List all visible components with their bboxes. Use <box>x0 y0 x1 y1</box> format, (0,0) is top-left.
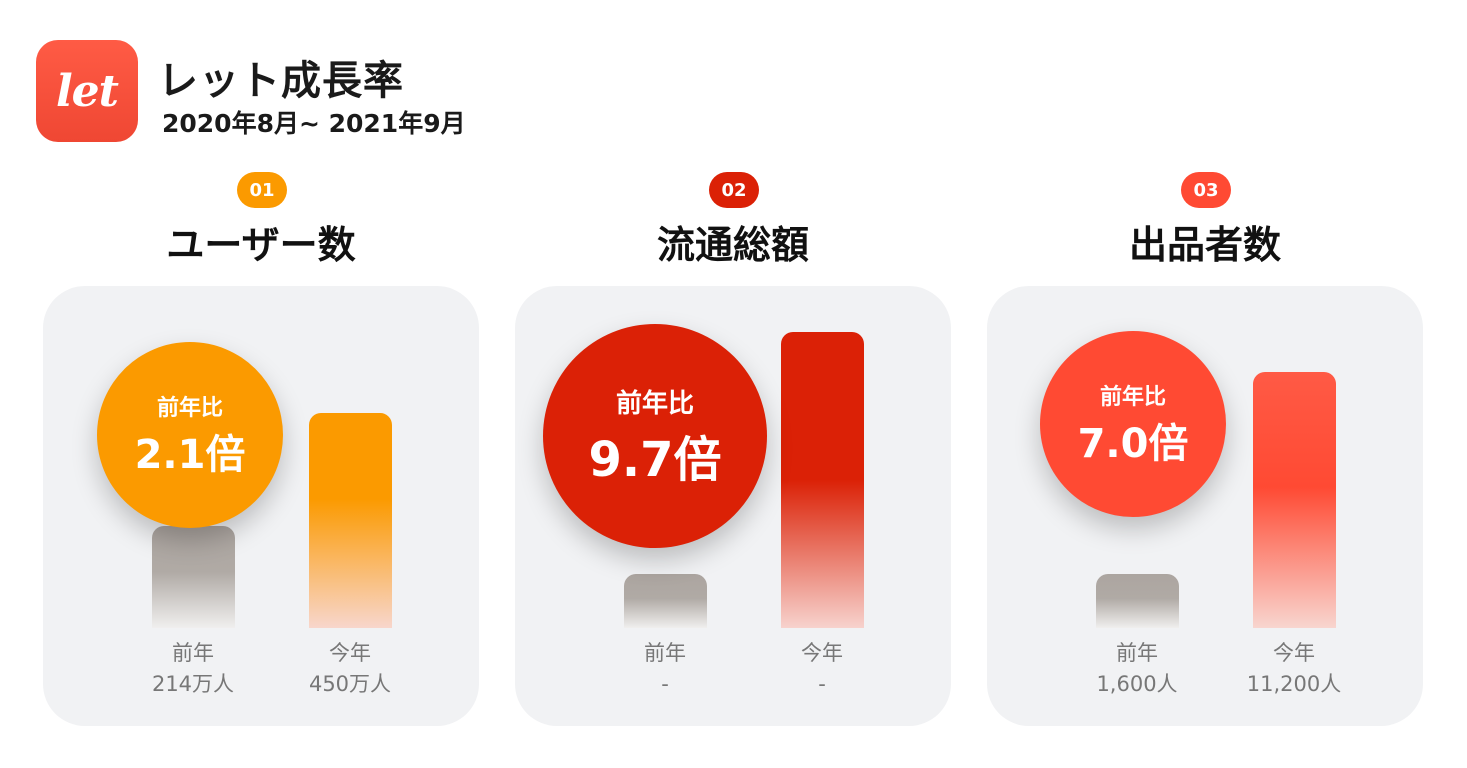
yoy-label: 前年比 <box>1099 385 1166 410</box>
value-label: 1,600人 <box>1096 672 1178 696</box>
axis-label-previous-users: 前年 214万人 <box>123 638 263 700</box>
category-label: 前年 <box>644 641 686 665</box>
value-label: 450万人 <box>308 672 392 696</box>
axis-label-current-gmv: 今年 - <box>752 638 892 700</box>
period-subtitle: 2020年8月~ 2021年9月 <box>162 109 466 138</box>
bar-current-year-gmv <box>781 332 864 628</box>
axis-label-current-sellers: 今年 11,200人 <box>1224 638 1364 700</box>
yoy-value: 7.0倍 <box>1077 421 1189 467</box>
category-label: 今年 <box>329 641 371 665</box>
let-logo: let <box>36 40 138 142</box>
value-label: 214万人 <box>151 672 235 696</box>
yoy-label: 前年比 <box>615 388 694 419</box>
axis-label-previous-sellers: 前年 1,600人 <box>1067 638 1207 700</box>
bar-previous-year-sellers <box>1096 574 1179 628</box>
bar-current-year-sellers <box>1253 372 1336 628</box>
yoy-ratio-circle-sellers: 前年比 7.0倍 <box>1040 331 1226 517</box>
category-label: 前年 <box>1116 641 1158 665</box>
value-label: - <box>661 672 669 696</box>
category-label: 前年 <box>172 641 214 665</box>
bar-current-year-users <box>309 413 392 628</box>
bar-previous-year-gmv <box>624 574 707 628</box>
value-label: 11,200人 <box>1246 672 1342 696</box>
section-title-gmv: 流通総額 <box>656 223 809 267</box>
category-label: 今年 <box>1273 641 1315 665</box>
axis-label-current-users: 今年 450万人 <box>280 638 420 700</box>
section-number-badge-3: 03 <box>1181 172 1231 208</box>
page-title: レット成長率 <box>158 58 404 104</box>
yoy-ratio-circle-users: 前年比 2.1倍 <box>97 342 283 528</box>
section-title-users: ユーザー数 <box>166 223 356 267</box>
chart-panel-sellers: 前年比 7.0倍 前年 1,600人 今年 11,200人 <box>987 286 1423 726</box>
section-number-badge-2: 02 <box>709 172 759 208</box>
section-title-sellers: 出品者数 <box>1128 223 1281 267</box>
logo-text: let <box>55 65 119 117</box>
bar-previous-year-users <box>152 525 235 628</box>
chart-panel-gmv: 前年比 9.7倍 前年 - 今年 - <box>515 286 951 726</box>
yoy-value: 2.1倍 <box>134 432 246 478</box>
axis-label-previous-gmv: 前年 - <box>595 638 735 700</box>
category-label: 今年 <box>801 641 843 665</box>
yoy-label: 前年比 <box>156 396 223 421</box>
value-label: - <box>818 672 826 696</box>
section-number-badge-1: 01 <box>237 172 287 208</box>
yoy-ratio-circle-gmv: 前年比 9.7倍 <box>543 324 767 548</box>
chart-panel-users: 前年比 2.1倍 前年 214万人 今年 450万人 <box>43 286 479 726</box>
yoy-value: 9.7倍 <box>588 431 722 488</box>
